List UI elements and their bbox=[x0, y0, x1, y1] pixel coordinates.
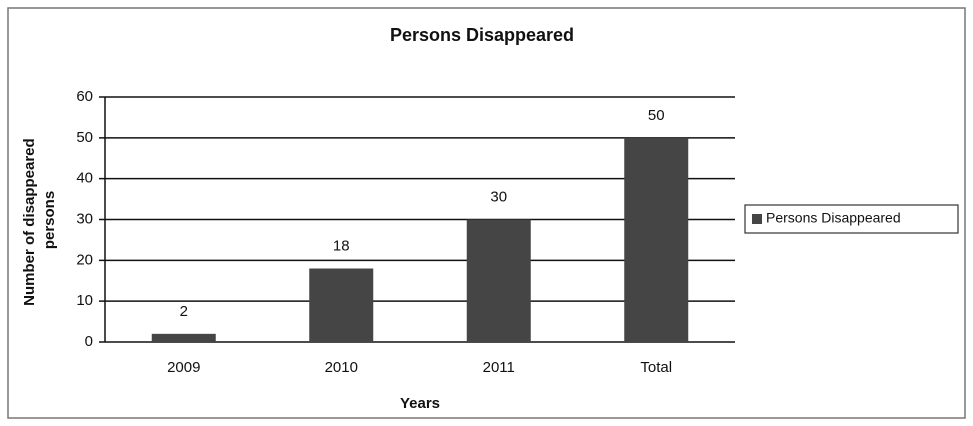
x-tick-label: Total bbox=[640, 359, 672, 376]
x-tick-label: 2010 bbox=[325, 359, 358, 376]
y-tick-label: 60 bbox=[76, 88, 93, 105]
y-tick-label: 50 bbox=[76, 129, 93, 146]
data-label: 2 bbox=[180, 303, 188, 320]
y-tick-label: 20 bbox=[76, 251, 93, 268]
y-axis-title-line: persons bbox=[41, 191, 58, 249]
y-tick-label: 10 bbox=[76, 292, 93, 309]
bar bbox=[624, 137, 689, 342]
bar bbox=[309, 268, 374, 342]
data-label: 30 bbox=[490, 188, 507, 205]
y-tick-label: 0 bbox=[85, 333, 93, 350]
chart-title: Persons Disappeared bbox=[390, 25, 574, 45]
data-label: 50 bbox=[648, 107, 665, 124]
y-tick-label: 40 bbox=[76, 170, 93, 187]
data-label: 18 bbox=[333, 237, 350, 254]
legend-swatch bbox=[752, 214, 762, 224]
bar bbox=[151, 333, 216, 342]
y-axis-title-line: Number of disappeared bbox=[21, 138, 38, 306]
x-tick-label: 2009 bbox=[167, 359, 200, 376]
legend-box bbox=[744, 204, 959, 234]
legend-label: Persons Disappeared bbox=[766, 210, 901, 226]
x-axis-title: Years bbox=[400, 395, 440, 412]
bar bbox=[466, 219, 531, 342]
y-tick-label: 30 bbox=[76, 210, 93, 227]
x-tick-label: 2011 bbox=[483, 359, 515, 376]
y-axis-title: Number of disappeared persons bbox=[21, 134, 58, 306]
